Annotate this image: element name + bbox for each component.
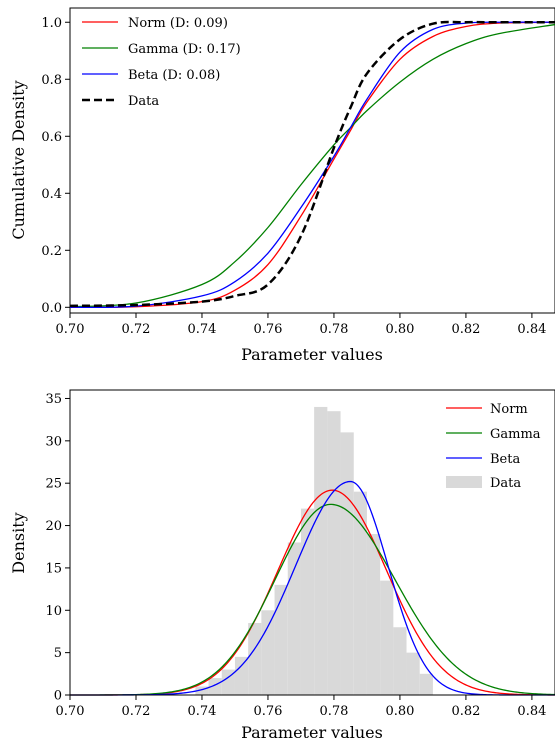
pdf-curve-gamma — [70, 503, 555, 696]
hist-bar — [353, 491, 367, 695]
legend-label-gamma: Gamma (D: 0.17) — [128, 42, 241, 57]
cdf-y-tick-label: 0.4 — [41, 187, 62, 202]
hist-bar — [261, 610, 275, 695]
cdf-y-tick-label: 0.6 — [41, 130, 62, 145]
hist-bar — [195, 686, 209, 695]
cdf-y-axis-label: Cumulative Density — [9, 80, 28, 239]
pdf-y-axis-label: Density — [9, 512, 28, 573]
cdf-plot-area — [69, 7, 555, 314]
legend-label-beta: Beta (D: 0.08) — [128, 68, 220, 83]
cdf-y-tick-label: 0.2 — [41, 244, 62, 259]
cdf-x-ticks: 0.70 0.72 0.74 0.76 0.78 0.80 0.82 0.84 — [56, 313, 546, 337]
hist-bar — [221, 669, 235, 695]
pdf-x-tick-label: 0.82 — [451, 704, 480, 719]
pdf-plot-frame — [69, 389, 555, 696]
legend-label-data: Data — [128, 94, 159, 109]
hist-bar — [327, 411, 341, 695]
legend-swatch-data-pdf — [446, 476, 482, 488]
hist-bar — [419, 673, 433, 695]
legend-label-norm-pdf: Norm — [490, 402, 528, 417]
pdf-y-tick-label: 5 — [54, 646, 62, 661]
pdf-x-axis-label: Parameter values — [241, 723, 383, 742]
hist-bar — [340, 432, 354, 695]
hist-bar — [234, 656, 249, 695]
legend-label-gamma-pdf: Gamma — [490, 427, 541, 442]
pdf-y-tick-label: 15 — [45, 561, 62, 576]
pdf-y-tick-label: 35 — [45, 392, 62, 407]
cdf-series-group — [69, 20, 555, 309]
cdf-line-data — [69, 20, 555, 308]
cdf-y-tick-label: 1.0 — [41, 16, 62, 31]
legend-label-norm: Norm (D: 0.09) — [128, 16, 228, 31]
cdf-x-tick-label: 0.72 — [122, 322, 151, 337]
pdf-x-tick-label: 0.80 — [385, 704, 414, 719]
hist-bar — [287, 542, 301, 695]
pdf-x-tick-label: 0.78 — [319, 704, 348, 719]
legend-label-data-pdf: Data — [490, 476, 521, 491]
cdf-x-tick-label: 0.84 — [517, 322, 546, 337]
cdf-y-tick-label: 0.0 — [41, 301, 62, 316]
pdf-legend: Norm Gamma Beta Data — [446, 402, 541, 491]
cdf-line-beta — [69, 21, 555, 309]
cdf-x-axis-label: Parameter values — [241, 345, 383, 364]
hist-bar — [300, 508, 315, 695]
cdf-y-ticks: 0.0 0.2 0.4 0.6 0.8 1.0 — [41, 16, 70, 316]
cdf-line-gamma — [69, 23, 555, 308]
cdf-y-tick-label: 0.8 — [41, 73, 62, 88]
hist-bar — [208, 678, 222, 695]
pdf-x-tick-label: 0.72 — [122, 704, 151, 719]
hist-bar — [380, 580, 394, 695]
hist-bar — [274, 584, 288, 695]
pdf-histogram-bars — [195, 406, 433, 695]
hist-bar — [393, 627, 407, 695]
pdf-y-tick-label: 30 — [45, 434, 62, 449]
hist-bar — [366, 534, 381, 695]
hist-bar — [248, 622, 262, 695]
cdf-x-tick-label: 0.78 — [319, 322, 348, 337]
pdf-x-tick-label: 0.76 — [253, 704, 282, 719]
legend-label-beta-pdf: Beta — [490, 452, 520, 467]
pdf-y-tick-label: 25 — [45, 477, 62, 492]
cdf-x-tick-label: 0.70 — [56, 322, 85, 337]
pdf-y-ticks: 0 5 10 15 20 25 30 35 — [45, 392, 70, 704]
pdf-y-tick-label: 0 — [54, 689, 62, 704]
hist-bar — [406, 652, 420, 695]
cdf-chart: 0.70 0.72 0.74 0.76 0.78 0.80 0.82 0.84 0.00.20… — [9, 7, 555, 364]
pdf-x-tick-label: 0.70 — [56, 704, 85, 719]
cdf-x-tick-label: 0.80 — [385, 322, 414, 337]
cdf-x-tick-label: 0.74 — [187, 322, 216, 337]
hist-bar — [314, 406, 328, 695]
pdf-x-ticks: 0.70 0.72 0.74 0.76 0.78 0.80 0.82 0.84 — [56, 695, 546, 719]
pdf-y-tick-label: 20 — [45, 519, 62, 534]
pdf-x-tick-label: 0.74 — [187, 704, 216, 719]
cdf-x-tick-label: 0.82 — [451, 322, 480, 337]
pdf-x-tick-label: 0.84 — [517, 704, 546, 719]
pdf-chart: 0.70 0.72 0.74 0.76 0.78 0.80 0.82 0.84 0 5 10 15 2… — [9, 389, 555, 742]
cdf-legend: Norm (D: 0.09) Gamma (D: 0.17) Beta (D: … — [82, 16, 241, 109]
pdf-y-tick-label: 10 — [45, 604, 62, 619]
cdf-x-tick-label: 0.76 — [253, 322, 282, 337]
